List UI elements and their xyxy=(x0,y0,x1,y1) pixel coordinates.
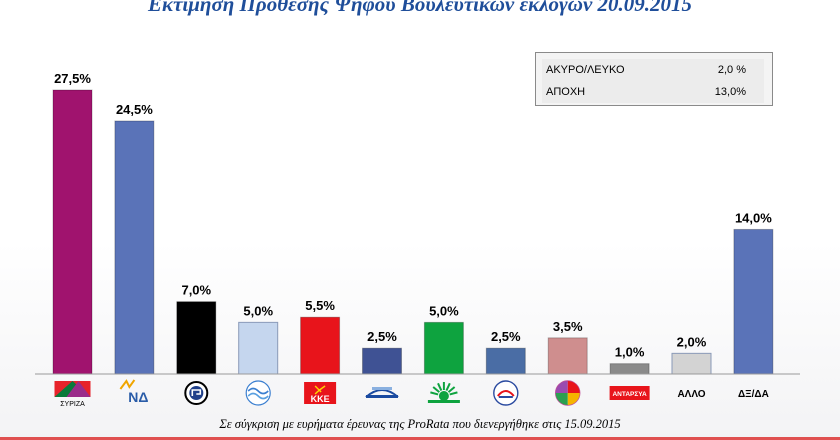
svg-text:ΚΚΕ: ΚΚΕ xyxy=(311,394,330,404)
data-label: 14,0% xyxy=(735,210,772,225)
kke-logo-icon: ΚΚΕ xyxy=(304,382,337,404)
data-label: 27,5% xyxy=(54,71,91,86)
antarsya-logo-icon: ΑΝΤΑΡΣΥΑ xyxy=(609,386,650,400)
data-label: 24,5% xyxy=(116,102,153,117)
bar xyxy=(671,352,712,375)
golden-dawn-logo-icon xyxy=(184,381,209,405)
bar xyxy=(300,316,341,375)
bar xyxy=(52,89,93,375)
svg-text:ΑΝΤΑΡΣΥΑ: ΑΝΤΑΡΣΥΑ xyxy=(612,391,647,398)
footer-accent-line xyxy=(0,437,840,440)
data-label: 3,5% xyxy=(553,319,583,334)
enosi-kentroon-logo-icon xyxy=(493,380,519,406)
bar xyxy=(547,337,588,375)
bar xyxy=(362,347,402,375)
footnote: Σε σύγκριση με ευρήματα έρευνας της ProR… xyxy=(219,417,621,431)
side-box-row-invalid: ΑΚΥΡΟ/ΛΕΥΚΟ 2,0 % xyxy=(542,59,764,81)
data-label: 7,0% xyxy=(181,283,211,298)
side-box-label: ΑΚΥΡΟ/ΛΕΥΚΟ xyxy=(546,64,625,76)
side-info-box: ΑΚΥΡΟ/ΛΕΥΚΟ 2,0 % ΑΠΟΧΗ 13,0% xyxy=(535,52,773,106)
bar xyxy=(733,228,774,375)
data-label: 5,0% xyxy=(429,303,459,318)
svg-text:ΝΔ: ΝΔ xyxy=(128,389,148,405)
side-box-row-abstention: ΑΠΟΧΗ 13,0% xyxy=(542,81,764,103)
category-label: ΔΞ/ΔΑ xyxy=(738,389,769,400)
chart-title: Εκτίμηση Πρόθεσης Ψήφου Βουλευτικών εκλο… xyxy=(147,0,693,16)
bar xyxy=(485,347,526,375)
side-box-value: 13,0% xyxy=(714,86,746,98)
syriza-logo-icon: ΣΥΡΙΖΑ xyxy=(54,381,91,408)
bar xyxy=(609,363,650,375)
laiki-enotita-logo-icon xyxy=(555,380,581,406)
nd-logo-icon: ΝΔ xyxy=(119,379,148,405)
bar xyxy=(238,321,279,375)
bar xyxy=(423,321,464,375)
svg-text:ΣΥΡΙΖΑ: ΣΥΡΙΖΑ xyxy=(60,401,85,408)
data-label: 2,5% xyxy=(367,329,397,344)
pasok-logo-icon xyxy=(427,382,460,403)
bar xyxy=(114,120,155,375)
bar xyxy=(176,301,217,375)
side-box-value: 2,0 % xyxy=(717,64,746,76)
data-label: 2,5% xyxy=(491,329,521,344)
category-label: ΑΛΛΟ xyxy=(677,389,705,400)
anel-logo-icon xyxy=(365,387,399,398)
data-label: 2,0% xyxy=(677,334,707,349)
data-label: 5,5% xyxy=(305,298,335,313)
potami-logo-icon xyxy=(245,380,271,406)
side-box-label: ΑΠΟΧΗ xyxy=(546,86,586,98)
data-label: 5,0% xyxy=(243,303,273,318)
data-label: 1,0% xyxy=(615,345,645,360)
